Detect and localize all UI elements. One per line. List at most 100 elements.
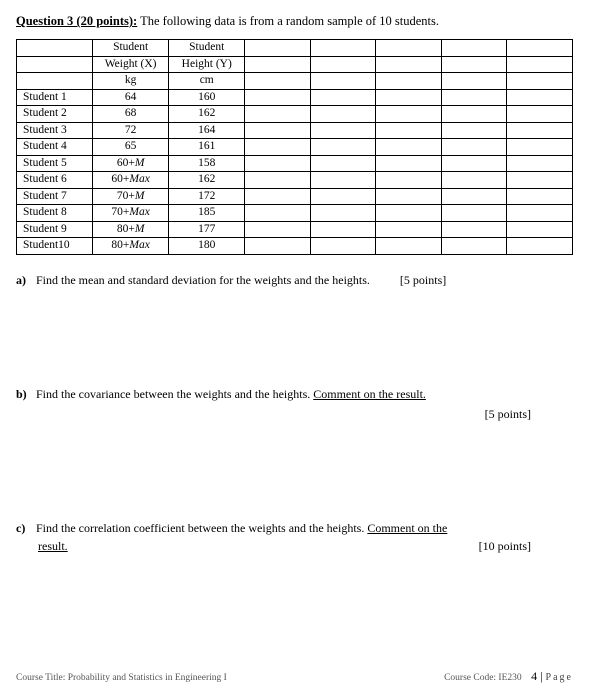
row-empty <box>310 238 376 255</box>
row-weight: 70+Max <box>93 205 169 222</box>
row-weight: 65 <box>93 139 169 156</box>
part-a-text: Find the mean and standard deviation for… <box>36 273 370 287</box>
row-empty <box>507 122 573 139</box>
row-empty <box>507 155 573 172</box>
row-empty <box>441 172 507 189</box>
row-empty <box>376 122 442 139</box>
row-empty <box>310 155 376 172</box>
row-empty <box>507 238 573 255</box>
part-c-text: Find the correlation coefficient between… <box>36 521 367 535</box>
row-empty <box>376 139 442 156</box>
row-height: 177 <box>169 221 245 238</box>
footer-sep: | <box>537 669 545 683</box>
row-empty <box>441 106 507 123</box>
row-empty <box>507 89 573 106</box>
row-empty <box>245 188 311 205</box>
row-empty <box>245 139 311 156</box>
row-student-name: Student 6 <box>17 172 93 189</box>
question-intro: The following data is from a random samp… <box>137 14 439 28</box>
row-empty <box>441 205 507 222</box>
row-student-name: Student 7 <box>17 188 93 205</box>
data-table: Student Student Weight (X) Height (Y) kg… <box>16 39 573 255</box>
part-c-points: [10 points] <box>479 537 531 555</box>
row-empty <box>310 205 376 222</box>
row-empty <box>245 221 311 238</box>
row-empty <box>310 139 376 156</box>
row-empty <box>507 205 573 222</box>
part-b-underline: Comment on the result. <box>313 387 426 401</box>
row-weight: 80+M <box>93 221 169 238</box>
row-empty <box>310 221 376 238</box>
part-a: a)Find the mean and standard deviation f… <box>38 271 573 289</box>
header-weight-3: kg <box>93 73 169 90</box>
row-empty <box>507 188 573 205</box>
row-height: 162 <box>169 106 245 123</box>
row-empty <box>376 155 442 172</box>
row-empty <box>441 139 507 156</box>
row-height: 185 <box>169 205 245 222</box>
footer-left: Course Title: Probability and Statistics… <box>16 673 227 683</box>
question-header: Question 3 (20 points): The following da… <box>16 14 573 29</box>
row-empty <box>245 172 311 189</box>
row-height: 160 <box>169 89 245 106</box>
row-empty <box>441 89 507 106</box>
row-height: 164 <box>169 122 245 139</box>
row-empty <box>310 106 376 123</box>
row-weight: 80+Max <box>93 238 169 255</box>
table-row: Student 164160 <box>17 89 573 106</box>
table-row: Student 870+Max185 <box>17 205 573 222</box>
part-b-text: Find the covariance between the weights … <box>36 387 313 401</box>
row-empty <box>376 205 442 222</box>
row-height: 161 <box>169 139 245 156</box>
row-empty <box>245 155 311 172</box>
row-student-name: Student 9 <box>17 221 93 238</box>
part-c-under1: Comment on the <box>367 521 447 535</box>
row-empty <box>310 122 376 139</box>
part-c-under2: result. <box>38 537 68 555</box>
row-empty <box>310 188 376 205</box>
row-empty <box>376 238 442 255</box>
table-row: Student 268162 <box>17 106 573 123</box>
part-a-letter: a) <box>16 271 36 289</box>
row-height: 158 <box>169 155 245 172</box>
table-row: Student 980+M177 <box>17 221 573 238</box>
row-student-name: Student 1 <box>17 89 93 106</box>
row-empty <box>507 139 573 156</box>
header-weight-1: Student <box>93 40 169 57</box>
row-empty <box>441 155 507 172</box>
row-weight: 64 <box>93 89 169 106</box>
header-row-2: Weight (X) Height (Y) <box>17 56 573 73</box>
part-b-letter: b) <box>16 385 36 403</box>
row-empty <box>441 238 507 255</box>
row-height: 180 <box>169 238 245 255</box>
row-weight: 60+M <box>93 155 169 172</box>
row-student-name: Student 2 <box>17 106 93 123</box>
part-c: c)Find the correlation coefficient betwe… <box>38 519 573 555</box>
part-b-points: [5 points] <box>38 405 531 423</box>
row-empty <box>376 221 442 238</box>
part-a-points: [5 points] <box>400 273 446 287</box>
row-student-name: Student 3 <box>17 122 93 139</box>
table-row: Student1080+Max180 <box>17 238 573 255</box>
row-empty <box>441 188 507 205</box>
header-row-3: kg cm <box>17 73 573 90</box>
row-empty <box>310 172 376 189</box>
page-footer: Course Title: Probability and Statistics… <box>16 669 573 684</box>
row-empty <box>310 89 376 106</box>
row-height: 172 <box>169 188 245 205</box>
row-weight: 60+Max <box>93 172 169 189</box>
row-empty <box>441 122 507 139</box>
row-student-name: Student 8 <box>17 205 93 222</box>
row-empty <box>245 122 311 139</box>
row-empty <box>507 221 573 238</box>
row-weight: 68 <box>93 106 169 123</box>
table-row: Student 660+Max162 <box>17 172 573 189</box>
row-empty <box>245 89 311 106</box>
row-student-name: Student 4 <box>17 139 93 156</box>
row-empty <box>441 221 507 238</box>
footer-code: Course Code: IE230 <box>444 673 522 683</box>
row-empty <box>376 89 442 106</box>
row-empty <box>376 188 442 205</box>
header-row-1: Student Student <box>17 40 573 57</box>
table-row: Student 372164 <box>17 122 573 139</box>
